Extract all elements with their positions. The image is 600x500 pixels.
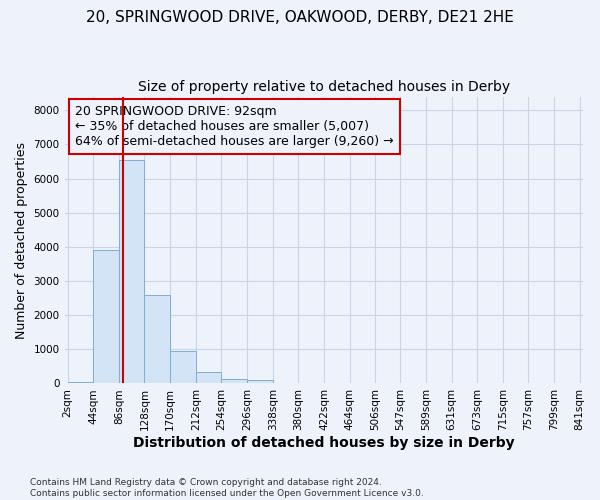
Y-axis label: Number of detached properties: Number of detached properties: [15, 142, 28, 338]
Text: 20 SPRINGWOOD DRIVE: 92sqm
← 35% of detached houses are smaller (5,007)
64% of s: 20 SPRINGWOOD DRIVE: 92sqm ← 35% of deta…: [75, 105, 394, 148]
Bar: [196, 372, 221, 384]
X-axis label: Distribution of detached houses by size in Derby: Distribution of detached houses by size …: [133, 436, 514, 450]
Bar: [68, 382, 93, 384]
Text: Contains HM Land Registry data © Crown copyright and database right 2024.
Contai: Contains HM Land Registry data © Crown c…: [30, 478, 424, 498]
Bar: [93, 250, 119, 384]
Bar: [247, 380, 272, 384]
Bar: [170, 351, 196, 384]
Title: Size of property relative to detached houses in Derby: Size of property relative to detached ho…: [137, 80, 510, 94]
Text: 20, SPRINGWOOD DRIVE, OAKWOOD, DERBY, DE21 2HE: 20, SPRINGWOOD DRIVE, OAKWOOD, DERBY, DE…: [86, 10, 514, 25]
Bar: [119, 160, 145, 384]
Bar: [145, 294, 170, 384]
Bar: [221, 379, 247, 384]
